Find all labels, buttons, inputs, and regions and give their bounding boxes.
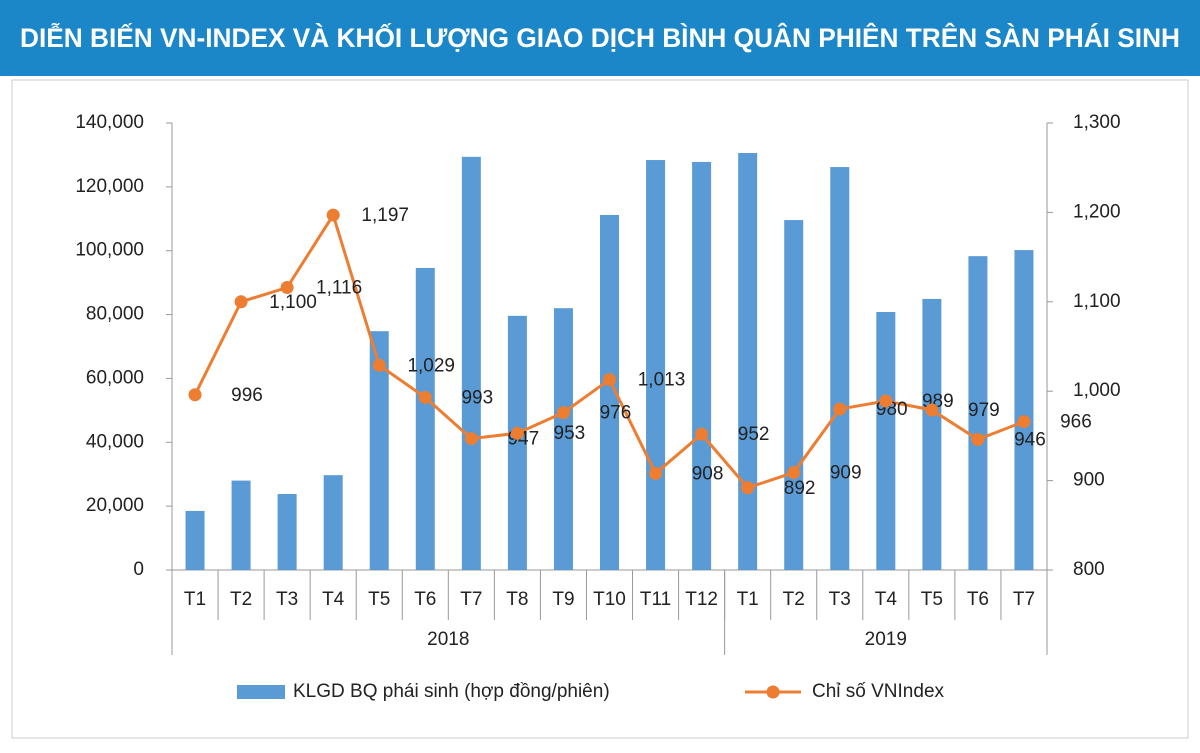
x-tick-label: T7 [460,589,482,610]
x-tick-label: T10 [593,589,626,610]
x-tick-label: T5 [921,589,943,610]
bar [507,315,527,570]
bar [1014,250,1034,570]
data-label: 908 [692,463,724,484]
bar [738,153,758,570]
x-tick-label: T8 [506,589,528,610]
legend-label: Chỉ số VNIndex [812,681,945,702]
line-marker [280,280,294,294]
group-label: 2018 [427,629,469,650]
data-label: 952 [738,424,770,445]
bar [646,160,666,570]
x-tick-label: T3 [276,589,298,610]
y2-tick-label: 1,300 [1073,112,1121,133]
data-label: 1,116 [316,278,362,299]
line-marker [188,388,202,402]
bar [600,214,619,570]
x-tick-label: T4 [322,589,345,610]
line-marker [510,426,524,440]
line-marker [879,394,893,408]
line-marker [787,466,801,480]
bar [185,510,205,570]
bar [784,220,804,570]
bar [968,256,988,570]
x-tick-label: T12 [685,589,718,610]
x-tick-label: T2 [230,589,252,610]
line-marker [741,481,755,495]
data-label: 909 [830,463,862,484]
y2-tick-label: 1,200 [1073,201,1121,222]
line-marker [372,358,386,372]
bar [231,480,251,570]
chart-title: DIỄN BIẾN VN-INDEX VÀ KHỐI LƯỢNG GIAO DỊ… [20,21,1180,53]
bar [553,308,573,570]
x-tick-label: T9 [552,589,574,610]
line-marker [1017,415,1031,429]
x-tick-label: T3 [829,589,851,610]
y-tick-label: 60,000 [86,367,144,388]
x-tick-label: T1 [184,589,206,610]
y-tick-label: 0 [133,559,144,580]
bar [830,167,850,570]
line-marker [603,373,616,387]
legend-marker [766,685,780,699]
y2-tick-label: 800 [1073,559,1105,580]
data-label: 1,100 [269,292,317,313]
data-label: 1,029 [407,355,455,376]
bar [692,161,712,570]
data-label: 946 [1014,429,1046,450]
x-tick-label: T6 [967,589,989,610]
y-tick-label: 120,000 [75,176,144,197]
bar [323,475,343,570]
line-marker [464,432,478,446]
line-marker [649,466,663,480]
y-tick-label: 20,000 [86,495,144,516]
line-marker [833,402,847,416]
legend-swatch [237,685,285,699]
data-label: 979 [968,400,1000,421]
bar [461,156,481,570]
x-tick-label: T4 [875,589,898,610]
x-tick-label: T7 [1013,589,1035,610]
x-tick-label: T5 [368,589,390,610]
x-tick-label: T2 [783,589,805,610]
line-marker [556,406,570,420]
y-tick-label: 140,000 [75,112,144,133]
data-label: 966 [1060,412,1092,433]
bar [277,494,297,570]
y-tick-label: 100,000 [75,240,144,261]
y-tick-label: 80,000 [86,304,144,325]
line-marker [326,208,340,222]
data-label: 993 [461,387,493,408]
bar [876,312,896,570]
line-marker [925,403,939,417]
data-label: 996 [231,385,263,406]
line-marker [418,390,432,404]
data-label: 1,013 [638,370,686,391]
bar [369,331,389,570]
header-bar [0,0,1200,76]
line-marker [234,295,248,309]
y-tick-label: 40,000 [86,431,144,452]
chart-frame [11,79,1189,739]
group-label: 2019 [865,629,907,650]
x-tick-label: T11 [640,589,671,610]
bar [922,298,942,570]
data-label: 953 [554,423,586,444]
x-tick-label: T6 [414,589,436,610]
y2-tick-label: 1,100 [1073,291,1121,312]
legend-label: KLGD BQ phái sinh (hợp đồng/phiên) [293,681,610,702]
x-tick-label: T1 [737,589,759,610]
line-marker [971,432,985,446]
bar [415,267,435,570]
data-label: 976 [600,403,632,424]
line-marker [695,427,709,441]
y2-tick-label: 900 [1073,470,1105,491]
data-label: 1,197 [361,205,409,226]
y2-tick-label: 1,000 [1073,380,1121,401]
data-label: 892 [784,478,816,499]
